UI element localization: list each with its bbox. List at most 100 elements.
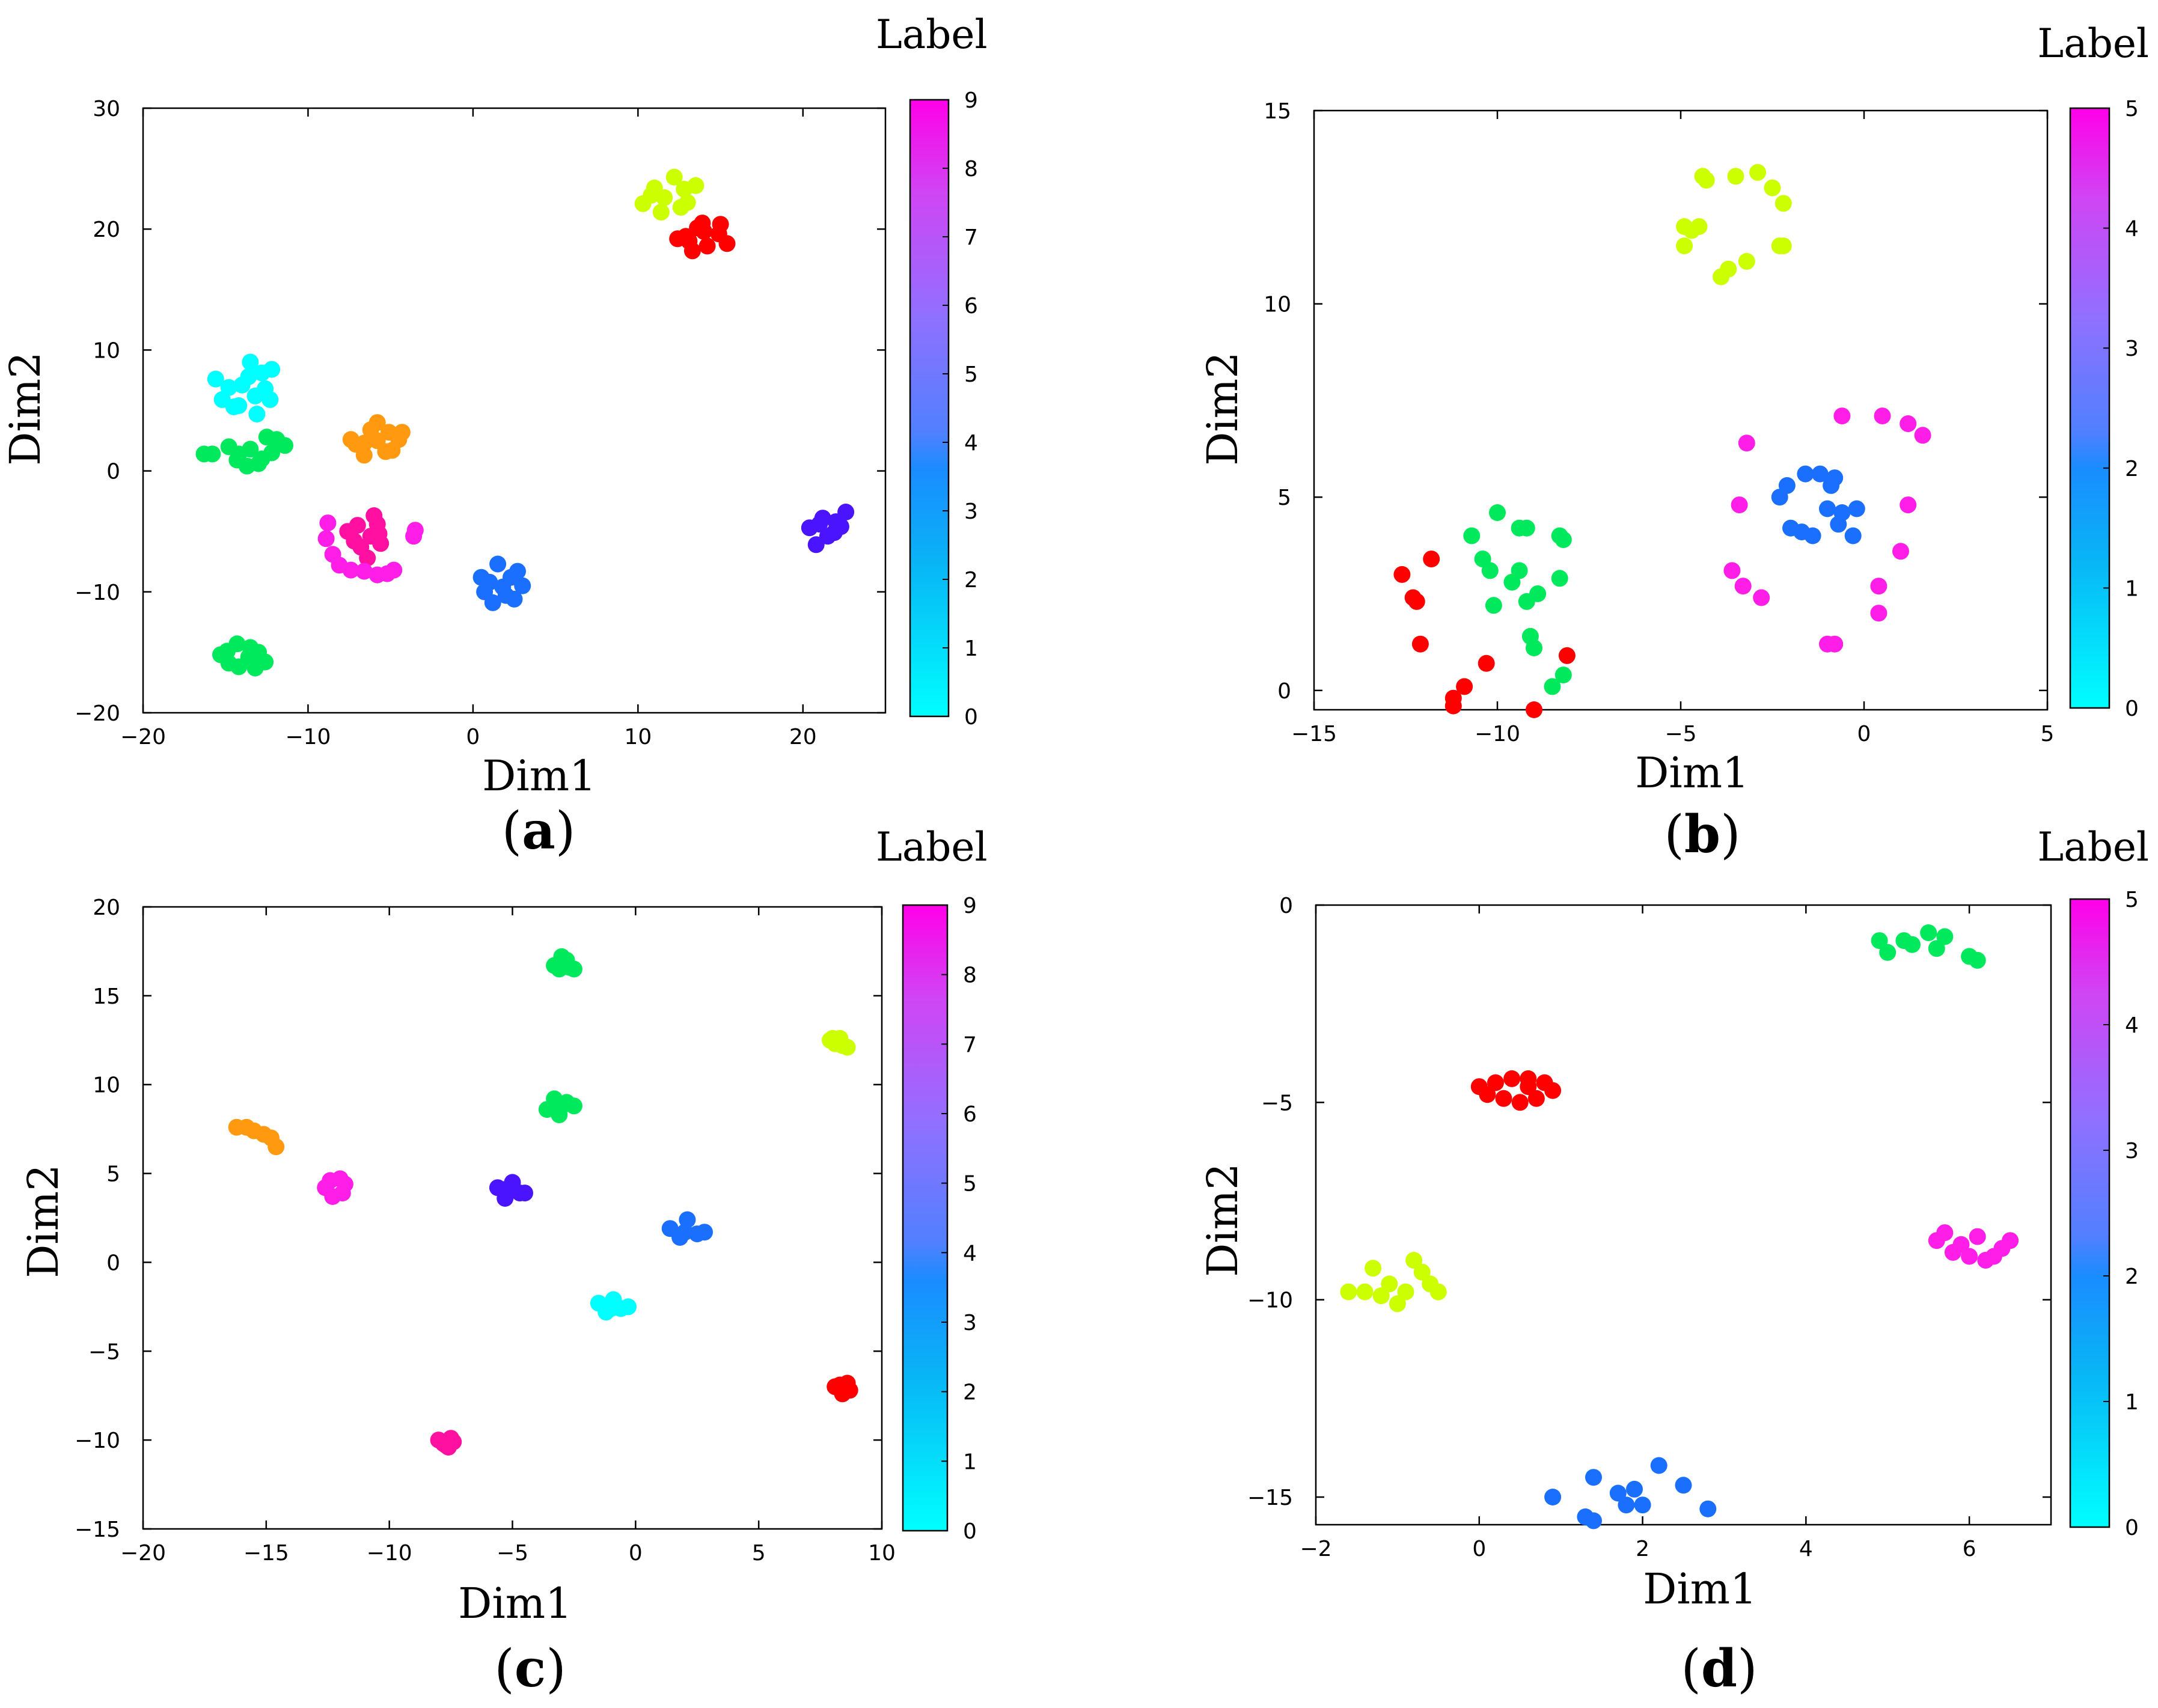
x-tick-label-c: 10 [868,1541,896,1566]
panel-caption-a: (a) [502,801,576,861]
y-tick-label-c: 10 [93,1073,120,1098]
point-label-0 [1393,566,1411,583]
colorbar-tick-label-d: 4 [2125,1013,2139,1038]
point-label-3 [1731,496,1748,514]
point-label-0 [620,1298,637,1316]
y-tick-label-b: 5 [1277,486,1291,510]
point-label-2 [1811,465,1829,483]
point-label-2 [1797,465,1814,483]
colorbar-tick-label-c: 8 [963,963,977,988]
point-label-5 [384,442,401,459]
point-label-2 [1969,1228,1986,1245]
point-label-3 [1879,944,1897,961]
point-label-1 [1554,531,1572,548]
colorbar-tick-label-a: 4 [964,431,978,456]
point-label-1 [1463,527,1481,544]
x-tick-label-a: −20 [120,725,166,749]
point-label-6 [349,517,366,534]
y-tick-label-b: 0 [1277,679,1291,704]
point-label-5 [347,436,364,453]
y-tick-label-a: −10 [75,581,120,605]
colorbar-tick-label-c: 6 [963,1102,977,1127]
point-label-5 [267,1138,285,1156]
point-label-0 [1495,1090,1512,1107]
x-tick-label-c: −15 [243,1541,289,1566]
point-label-0 [1423,551,1440,568]
point-label-2 [489,555,507,573]
x-tick-label-c: −5 [497,1541,528,1566]
point-label-2 [516,1185,533,1202]
point-label-4 [1774,237,1792,255]
point-label-7 [406,522,424,539]
y-axis-label-a: Dim2 [1,352,50,465]
y-tick-label-a: −20 [75,701,120,726]
point-label-6 [334,1185,351,1202]
point-label-0 [1408,593,1425,610]
point-label-1 [1650,1457,1667,1474]
point-label-3 [1936,928,1954,945]
colorbar-tick-label-c: 3 [963,1311,977,1335]
x-tick-label-d: 2 [1636,1537,1649,1561]
colorbar-tick-label-a: 3 [964,499,978,524]
point-label-3 [242,639,259,656]
plot-frame-a [142,107,887,714]
colorbar-tick-label-a: 8 [964,157,978,181]
panel-c: −20 −15 −10 −5 0 5 10−15−10−505101520Dim1Dim20… [19,824,988,1699]
point-label-4 [1738,252,1755,270]
point-label-2 [481,573,498,591]
point-label-2 [1819,500,1836,517]
point-label-2 [1823,477,1840,494]
colorbar-tick-label-d: 3 [2125,1139,2139,1164]
point-label-0 [1558,647,1576,664]
point-label-1 [1554,666,1572,684]
colorbar-tick-label-b: 4 [2125,217,2139,242]
x-tick-label-a: 20 [789,725,817,749]
point-label-3 [1895,932,1913,950]
x-axis-label-a: Dim1 [482,751,596,801]
point-label-1 [253,450,271,468]
x-tick-label-b: −10 [1475,722,1520,746]
colorbar-tick-label-d: 2 [2125,1264,2139,1289]
colorbar-c [902,904,949,1532]
x-tick-label-c: 0 [629,1541,643,1566]
point-label-0 [257,380,274,397]
point-label-4 [832,518,849,535]
point-label-1 [1626,1480,1643,1498]
colorbar-title-a: Label [876,11,988,58]
scatter-points-c [228,948,858,1456]
point-label-4 [807,536,825,554]
point-label-5 [368,432,386,450]
point-label-3 [1900,415,1917,432]
y-tick-label-c: −10 [75,1429,120,1453]
point-label-3 [553,1097,570,1115]
point-label-4 [1720,260,1737,278]
point-label-1 [1551,570,1568,587]
colorbar-tick-label-c: 5 [963,1172,977,1197]
colorbar-tick-label-c: 1 [963,1450,977,1474]
point-label-2 [1804,527,1821,544]
point-label-6 [322,1172,339,1189]
y-tick-label-a: 20 [93,218,120,242]
point-label-2 [497,587,515,604]
panel-caption-b: (b) [1664,804,1740,865]
colorbar-tick-label-b: 5 [2125,97,2139,121]
point-label-8 [643,186,660,204]
point-label-9 [712,216,729,233]
point-label-9 [683,242,701,260]
point-label-3 [1833,407,1851,425]
x-axis-label-c: Dim1 [458,1579,572,1628]
point-label-3 [219,642,236,660]
panel-a: −20 −10 0 10 20 −20 −10 0 10 20 30 Dim1 Dim2 0 1 2 3 4 5 6 7… [1,11,988,861]
point-label-3 [1734,578,1752,595]
point-label-0 [602,1300,620,1317]
colorbar-tick-label-c: 7 [963,1032,977,1057]
y-tick-label-b: 10 [1264,293,1291,317]
x-tick-label-c: −10 [367,1541,412,1566]
colorbar-tick-label-b: 2 [2125,457,2139,481]
y-tick-label-b: 15 [1264,99,1291,124]
colorbar-tick-label-a: 1 [964,636,978,661]
point-label-4 [1690,218,1708,235]
point-label-4 [1365,1260,1382,1277]
colorbar-tick-label-a: 6 [964,294,978,319]
